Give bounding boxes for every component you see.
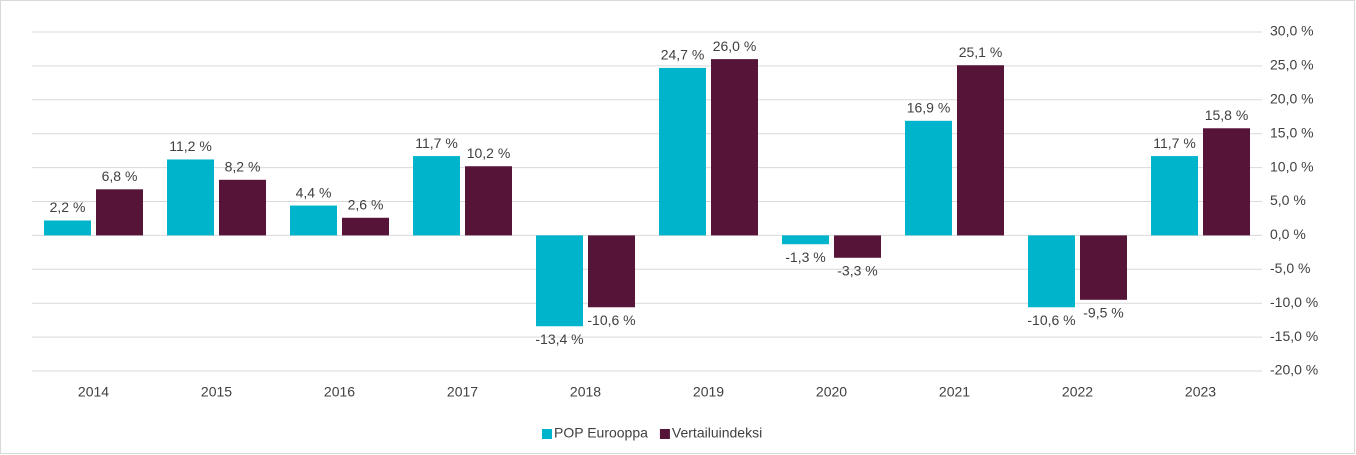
x-tick-label: 2020 (816, 384, 847, 400)
y-tick-label: 0,0 % (1270, 226, 1306, 242)
y-tick-label: 25,0 % (1270, 57, 1314, 73)
y-tick-label: -5,0 % (1270, 260, 1310, 276)
data-label: 6,8 % (102, 168, 138, 184)
legend-swatch (659, 429, 670, 439)
data-label: -10,6 % (1027, 312, 1075, 328)
y-tick-label: -10,0 % (1270, 294, 1318, 310)
data-label: 4,4 % (296, 184, 332, 200)
bar (1203, 128, 1250, 236)
x-tick-label: 2022 (1062, 384, 1093, 400)
y-tick-label: 30,0 % (1270, 23, 1314, 39)
data-label: 25,1 % (959, 44, 1003, 60)
data-label: 24,7 % (661, 47, 705, 63)
bar (782, 235, 829, 245)
bar (659, 67, 706, 236)
legend-label: POP Eurooppa (554, 425, 648, 441)
bar (1151, 156, 1198, 236)
bar (44, 220, 91, 236)
y-tick-label: 5,0 % (1270, 192, 1306, 208)
bar (905, 120, 952, 236)
bar (1028, 235, 1075, 308)
x-tick-label: 2019 (693, 384, 724, 400)
y-tick-label: -20,0 % (1270, 362, 1318, 378)
data-label: 10,2 % (467, 145, 511, 161)
x-tick-label: 2018 (570, 384, 601, 400)
x-tick-label: 2014 (78, 384, 109, 400)
data-label: 11,7 % (1153, 135, 1196, 151)
data-label: 11,7 % (415, 135, 458, 151)
bar (1080, 235, 1127, 300)
data-label: 15,8 % (1205, 107, 1249, 123)
y-tick-label: 10,0 % (1270, 158, 1314, 174)
data-label: -3,3 % (837, 262, 877, 278)
data-label: 2,2 % (50, 199, 86, 215)
x-tick-label: 2021 (939, 384, 970, 400)
x-tick-label: 2016 (324, 384, 355, 400)
bar (96, 189, 143, 236)
data-label: -1,3 % (785, 249, 825, 265)
legend-swatch (542, 429, 552, 439)
bar (465, 166, 512, 236)
legend-label: Vertailuindeksi (672, 425, 762, 441)
bar (413, 156, 460, 236)
data-label: 8,2 % (225, 159, 261, 175)
bar (219, 179, 266, 236)
data-label: -10,6 % (587, 312, 635, 328)
data-label: -13,4 % (535, 331, 583, 347)
x-tick-label: 2017 (447, 384, 478, 400)
bar (536, 235, 583, 327)
data-label: 16,9 % (907, 100, 951, 116)
x-tick-label: 2015 (201, 384, 232, 400)
bar (167, 159, 214, 236)
x-tick-label: 2023 (1185, 384, 1216, 400)
y-tick-label: -15,0 % (1270, 328, 1318, 344)
data-label: 26,0 % (713, 38, 757, 54)
data-label: -9,5 % (1083, 305, 1123, 321)
y-tick-label: 15,0 % (1270, 124, 1314, 140)
data-label: 11,2 % (169, 138, 212, 154)
bar (711, 59, 758, 236)
bar (290, 205, 337, 236)
bar (588, 235, 635, 308)
bar (957, 65, 1004, 236)
y-tick-label: 20,0 % (1270, 91, 1314, 107)
data-label: 2,6 % (348, 196, 384, 212)
bar (834, 235, 881, 258)
bar (342, 217, 389, 236)
